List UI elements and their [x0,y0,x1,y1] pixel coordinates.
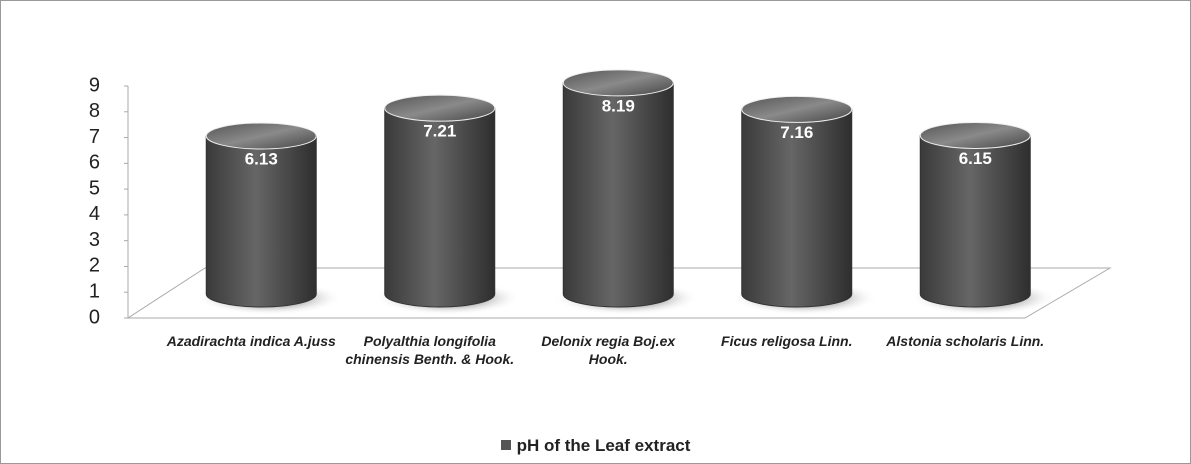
y-tick-label: 7 [89,126,100,148]
value-label: 7.16 [780,123,813,142]
x-tick-label: Delonix regia Boj.ex Hook. [541,333,676,367]
y-tick-label: 5 [89,177,100,199]
y-tick-label: 3 [89,229,100,251]
y-tick-label: 4 [89,203,100,225]
value-label: 6.13 [245,149,278,168]
bar-top [384,94,496,122]
value-label: 7.21 [423,122,456,141]
legend-swatch [500,440,511,450]
x-tick-label: Azadirachta indica A.juss [166,333,336,349]
y-tick-label: 0 [89,306,100,328]
x-tick-label: Ficus religosa Linn. [721,333,853,349]
y-tick-label: 8 [89,100,100,122]
y-tick-label: 6 [89,152,100,174]
value-label: 6.15 [959,149,992,168]
bar [562,82,674,308]
legend-label: pH of the Leaf extract [516,436,691,455]
x-tick-label: Alstonia scholaris Linn. [886,333,1045,349]
floor [126,267,1112,319]
bar-top [741,95,853,123]
bar-top [919,121,1031,149]
x-tick-label: Polyalthia longifolia chinensis Benth. &… [345,333,515,367]
bar [384,107,496,308]
y-tick-label: 1 [89,281,100,303]
bar-top [205,122,317,150]
y-tick-label: 9 [89,74,100,96]
bar [919,134,1031,308]
bar [205,135,317,308]
y-tick-label: 2 [89,255,100,277]
legend: pH of the Leaf extract [0,436,1191,456]
bar [741,108,853,308]
value-label: 8.19 [602,96,635,115]
bar-top [562,69,674,97]
